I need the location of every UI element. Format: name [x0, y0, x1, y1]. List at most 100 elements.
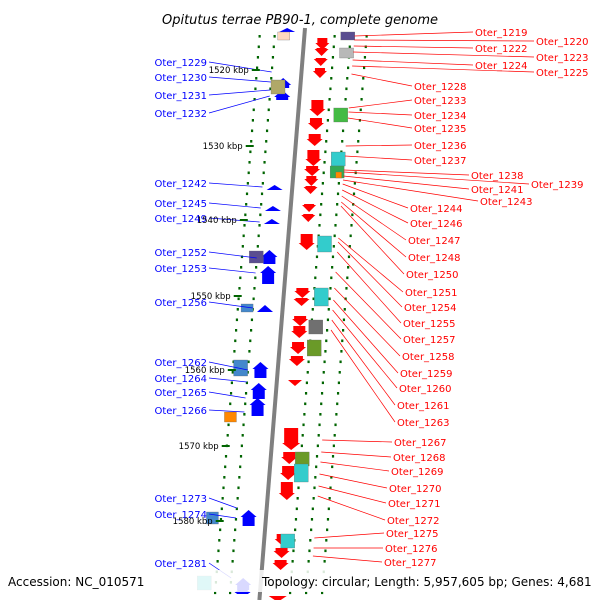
ring-dot: [340, 150, 343, 154]
reverse-gene: [309, 100, 326, 116]
right-label-line: [322, 439, 393, 443]
ring-dot: [336, 203, 339, 206]
ring-dot: [247, 171, 250, 175]
ring-dot: [305, 381, 308, 385]
right-label-line: [319, 473, 388, 489]
forward-gene: [263, 219, 280, 224]
footer-background: [0, 570, 600, 592]
ring-dot: [345, 87, 348, 91]
right-gene-label: Oter_1237: [414, 156, 467, 167]
ring-dot: [359, 108, 362, 112]
ring-dot: [249, 150, 252, 154]
reverse-gene: [304, 166, 321, 176]
ring-dot: [292, 549, 295, 553]
right-label-line: [341, 201, 407, 258]
right-gene-label: Oter_1228: [414, 82, 467, 93]
ring-dot: [329, 287, 332, 290]
right-label-line: [345, 144, 413, 147]
ring-dot: [320, 192, 324, 196]
reverse-gene: [282, 428, 301, 450]
ring-dot: [314, 276, 317, 280]
ring-dot: [223, 476, 226, 479]
right-gene-label: Oter_1259: [400, 369, 453, 380]
ring-dot: [339, 360, 342, 364]
reverse-gene: [315, 38, 330, 50]
ring-dot: [352, 203, 355, 206]
right-gene-label: Oter_1263: [397, 418, 450, 429]
ring-dot: [324, 549, 327, 553]
right-gene-label: Oter_1223: [536, 53, 589, 64]
ring-dot: [337, 381, 340, 385]
forward-gene: [257, 305, 273, 312]
ring-dot: [350, 224, 353, 227]
right-label-line: [321, 451, 392, 458]
left-label-line: [208, 217, 260, 223]
right-label-line: [317, 495, 386, 521]
ring-dot: [238, 476, 241, 479]
left-gene-label: Oter_1230: [154, 73, 207, 84]
ring-dot: [320, 392, 324, 395]
ring-dot: [347, 66, 350, 70]
ring-dot: [360, 98, 363, 101]
ring-dot: [243, 413, 246, 416]
ring-dot: [323, 161, 326, 164]
ring-dot: [239, 455, 243, 458]
ring-dot: [340, 350, 343, 353]
ring-dot: [326, 119, 329, 122]
ring-dot: [308, 549, 311, 553]
ring-dot: [343, 308, 346, 311]
ring-dot: [271, 66, 274, 70]
reverse-gene: [268, 596, 287, 600]
right-gene-label: Oter_1271: [388, 499, 441, 510]
right-gene-label: Oter_1277: [384, 558, 437, 569]
right-label-line: [334, 287, 401, 357]
right-label-line: [344, 155, 413, 161]
ring-dot: [257, 45, 260, 49]
scale-label: 1550 kbp: [191, 292, 231, 302]
right-label-line: [336, 251, 402, 324]
cog-box: [335, 171, 342, 179]
right-gene-label: Oter_1270: [389, 484, 442, 495]
gene-features: [197, 28, 355, 600]
left-label-line: [208, 267, 256, 274]
ring-dot: [326, 318, 330, 322]
ring-dot: [364, 45, 367, 49]
ring-dot: [323, 560, 326, 563]
ring-dot: [245, 203, 248, 206]
right-gene-label: Oter_1255: [403, 319, 456, 330]
right-label-line: [352, 65, 535, 73]
ring-dot: [307, 560, 310, 563]
ring-dot: [363, 66, 366, 70]
ring-dot: [238, 287, 241, 290]
ring-dot: [312, 497, 315, 500]
label-lines: [208, 31, 535, 579]
cog-box: [317, 235, 332, 253]
ring-dot: [229, 402, 232, 406]
ring-dot: [241, 434, 244, 437]
ring-dot: [344, 98, 347, 101]
genome-summary-text: Topology: circular; Length: 5,957,605 bp…: [261, 575, 592, 589]
left-gene-label: Oter_1253: [154, 264, 207, 275]
ring-dot: [258, 224, 261, 227]
ring-dot: [294, 528, 297, 532]
ring-dot: [336, 402, 339, 406]
ring-dot: [322, 171, 325, 175]
ring-dot: [357, 129, 361, 133]
reverse-gene: [278, 482, 295, 500]
cog-box: [340, 31, 355, 41]
ring-dot: [269, 87, 272, 91]
ring-dot: [302, 423, 305, 427]
ring-dot: [310, 528, 313, 532]
ring-dot: [329, 87, 332, 91]
ring-dot: [241, 245, 244, 248]
ring-dot: [315, 455, 319, 458]
ring-dot: [261, 182, 264, 185]
right-label-line: [348, 99, 413, 109]
right-label-line: [348, 111, 413, 116]
gene-labels: Oter_1229 Oter_1230 Oter_1231 Oter_1232 Oter…: [154, 28, 588, 570]
cog-box: [280, 533, 295, 549]
right-gene-label: Oter_1243: [480, 197, 533, 208]
right-gene-label: Oter_1251: [405, 288, 458, 299]
ring-dot: [303, 413, 306, 416]
map-title: Opitutus terrae PB90-1, complete genome: [162, 13, 438, 28]
